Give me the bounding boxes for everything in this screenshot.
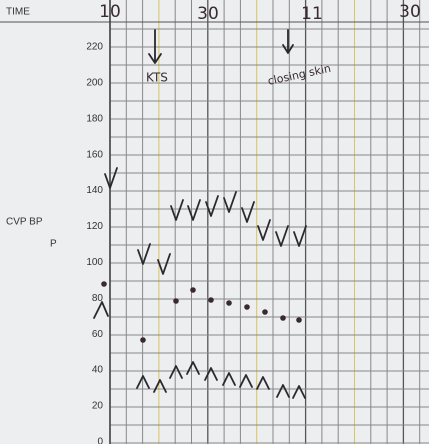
y-label: 40 [92,365,104,376]
bp-diastolic-mark [153,379,167,393]
bp-systolic-mark [170,199,184,221]
pulse-mark [173,298,179,304]
pulse-mark [208,297,214,303]
vital-marks [93,167,307,399]
bp-systolic-mark [223,191,237,213]
bp-diastolic-mark [239,374,253,388]
pulse-mark [140,337,146,343]
pulse-mark [190,287,196,293]
time-label: TIME [6,7,30,18]
pulse-mark [280,315,286,321]
annotation: KTS [146,71,168,85]
time: 30 [399,2,421,22]
time: 11 [301,4,323,24]
arrow [148,29,162,64]
bp-diastolic-mark [136,375,150,389]
bp-diastolic-mark [276,384,290,398]
bp-systolic-mark [137,243,151,265]
bp-systolic-mark [104,167,118,189]
y-label: 100 [86,257,103,268]
bp-mark [93,301,109,319]
y-label: 220 [86,42,103,53]
pulse-mark [101,281,107,287]
arrow [282,29,294,54]
time: 30 [197,4,219,24]
bp-diastolic-mark [292,385,306,399]
bp-diastolic-mark [169,365,183,379]
y-label: 140 [86,185,103,196]
y-label: 20 [92,401,104,412]
y-label: 180 [86,113,103,124]
bp-systolic-mark [241,201,255,223]
bp-systolic-mark [205,195,219,217]
y-label: 200 [86,78,103,89]
time: 10 [99,2,121,22]
bp-diastolic-mark [186,361,200,375]
bp-diastolic-mark [222,372,236,386]
y-label: 80 [92,293,104,304]
bp-diastolic-mark [256,376,270,390]
pulse-mark [226,300,232,306]
pulse-mark [296,317,302,323]
bp-diastolic-mark [204,367,218,381]
grid [109,0,429,444]
bp-systolic-mark [275,225,289,247]
pulse-mark [262,309,268,315]
row-label: CVP BP [6,217,43,228]
bp-systolic-mark [257,219,271,241]
y-label: 60 [92,329,104,340]
y-label: 160 [86,149,103,160]
bp-systolic-mark [157,253,171,275]
pulse-mark [244,304,250,310]
y-label: 0 [97,437,103,444]
y-label: 120 [86,221,103,232]
row-label: P [50,239,57,250]
bp-systolic-mark [187,199,201,221]
bp-systolic-mark [293,225,307,247]
